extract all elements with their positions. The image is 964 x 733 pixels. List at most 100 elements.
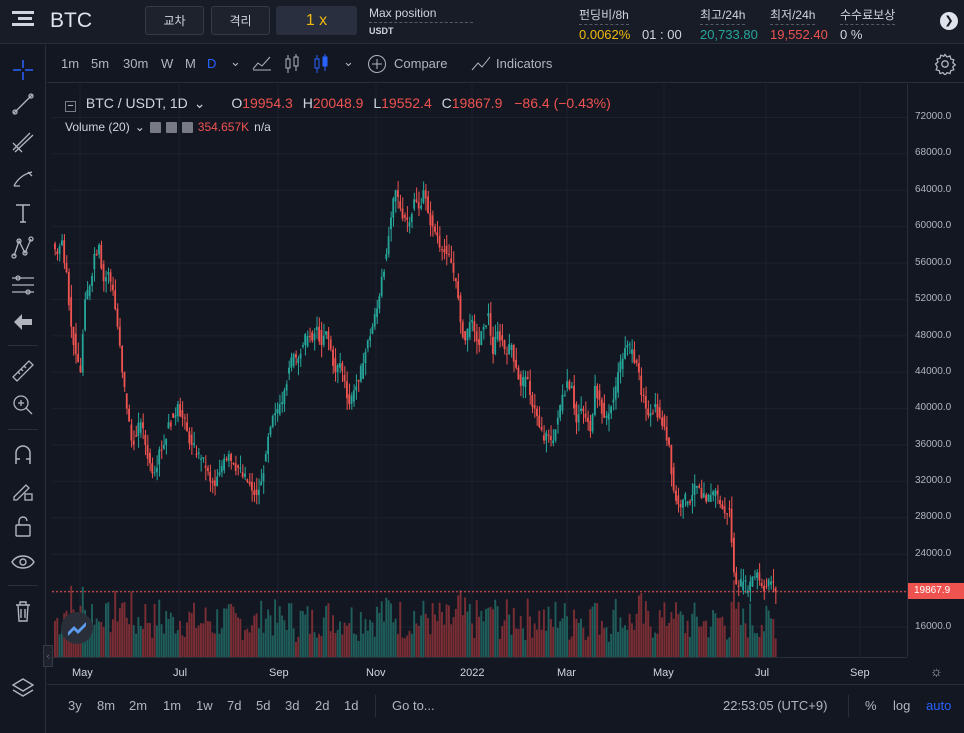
candle [343,375,346,382]
candle [510,344,513,350]
candle [121,346,124,373]
price-tick: 40000.0 [915,402,952,413]
interval-d[interactable]: D [207,56,217,71]
time-axis[interactable]: May Jul Sep Nov 2022 Mar May Jul Sep [47,657,907,684]
gear-icon[interactable] [934,53,957,78]
volume-bar [614,598,617,657]
range-2d[interactable]: 2d [315,698,330,713]
candle [190,434,193,446]
candle [257,489,260,496]
candle [422,190,425,203]
volume-bar [654,632,657,657]
candle [355,386,358,391]
unlock-icon[interactable] [10,513,36,539]
clock[interactable]: 22:53:05 (UTC+9) [723,698,828,713]
indicators-icon[interactable] [471,55,491,76]
legend-pair[interactable]: BTC / USDT, 1D [85,95,188,111]
symbol-title[interactable]: BTC [50,9,92,32]
trash-icon[interactable] [10,598,36,624]
pattern-icon[interactable] [10,235,36,261]
menu-icon[interactable] [12,11,34,31]
candle [721,504,724,509]
collapse-legend-icon[interactable]: − [65,101,76,112]
auto-toggle[interactable]: auto [926,698,952,713]
leverage-button[interactable]: 1 x [276,6,357,35]
gear-icon[interactable] [165,121,177,133]
log-toggle[interactable]: log [893,698,911,713]
chevron-down-icon[interactable]: ⌄ [193,95,206,111]
lock-drawing-icon[interactable] [10,477,36,503]
volume-bar [679,611,682,657]
candle [290,357,293,368]
price-axis[interactable]: 72000.0 68000.0 64000.0 60000.0 56000.0 … [907,84,964,679]
collapse-panel-icon[interactable]: ‹ [43,645,53,667]
volume-bar [60,629,63,657]
interval-m[interactable]: M [185,56,196,71]
ruler-icon[interactable] [10,358,36,384]
volume-bar [406,635,409,657]
candle [406,217,409,220]
range-7d[interactable]: 7d [227,698,242,713]
brush-icon[interactable] [10,166,36,192]
range-5d[interactable]: 5d [256,698,271,713]
heikin-ashi-icon[interactable] [313,54,329,77]
cross-margin-button[interactable]: 교차 [145,6,204,35]
interval-5m[interactable]: 5m [91,56,110,71]
candle [297,358,300,364]
area-chart-icon[interactable] [252,55,272,74]
range-3d[interactable]: 3d [285,698,300,713]
zoom-in-icon[interactable] [10,392,36,418]
magnet-icon[interactable] [10,442,36,468]
eye-icon[interactable] [10,549,36,575]
funding-countdown: 01 : 00 [641,27,682,42]
volume-bar [519,615,522,657]
volume-bar [626,629,629,657]
close-icon[interactable] [181,121,193,133]
candle [420,205,422,209]
volume-bar [241,640,244,657]
candles-icon[interactable] [284,54,300,77]
layers-icon[interactable] [10,675,36,701]
range-2m[interactable]: 2m [129,698,148,713]
candle [505,353,508,355]
price-chart[interactable] [52,84,907,657]
candle [568,381,571,389]
tradingview-logo-icon[interactable] [61,612,93,644]
range-1d[interactable]: 1d [344,698,359,713]
interval-w[interactable]: W [161,56,174,71]
interval-30m[interactable]: 30m [123,56,149,71]
candle [241,472,244,477]
volume-bar [651,637,654,657]
range-8m[interactable]: 8m [97,698,116,713]
candle [227,454,230,461]
gear-icon[interactable]: ☼ [930,663,943,679]
compare-button[interactable]: Compare [394,56,448,71]
eye-icon[interactable] [149,121,161,133]
range-3y[interactable]: 3y [68,698,82,713]
percent-toggle[interactable]: % [865,698,877,713]
volume-bar [285,629,288,657]
volume-bar [468,603,471,657]
range-1m[interactable]: 1m [163,698,182,713]
interval-1m[interactable]: 1m [61,56,80,71]
range-1w[interactable]: 1w [196,698,213,713]
fib-retracement-icon[interactable] [10,272,36,298]
trend-line-icon[interactable] [10,91,36,117]
goto-button[interactable]: Go to... [392,698,435,713]
chevron-right-icon[interactable]: ❯ [940,12,958,30]
indicators-button[interactable]: Indicators [496,56,553,71]
crosshair-icon[interactable] [10,57,36,83]
chevron-down-icon[interactable]: ⌄ [230,54,241,69]
back-arrow-icon[interactable] [10,309,36,335]
isolated-margin-button[interactable]: 격리 [211,6,270,35]
chevron-down-icon[interactable]: ⌄ [343,54,354,69]
chevron-down-icon[interactable]: ⌄ [134,120,145,134]
candle [563,394,566,396]
volume-bar [339,621,341,657]
add-circle-icon[interactable] [367,54,387,77]
volume-bar [457,595,460,657]
volume-label[interactable]: Volume (20) [65,120,130,134]
volume-bar [505,599,508,657]
text-tool-icon[interactable] [10,200,36,226]
pitchfork-icon[interactable] [10,129,36,155]
